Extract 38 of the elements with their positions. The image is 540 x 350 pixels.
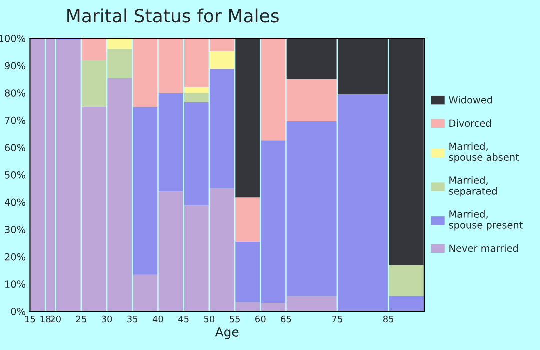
legend-label: Divorced — [450, 120, 492, 128]
bar — [82, 38, 106, 60]
legend-label: Married, spouse absent — [449, 142, 520, 163]
x-tick-label: 65 — [281, 316, 292, 323]
x-tick-label: 40 — [152, 316, 164, 323]
y-tick-label: 60% — [5, 144, 26, 152]
x-tick-label: 60 — [256, 316, 266, 323]
y-tick-label: 70% — [5, 116, 26, 124]
y-tick-label: 40% — [4, 198, 26, 206]
y-tick-label: 50% — [5, 171, 26, 179]
x-tick-label: 25 — [76, 316, 86, 323]
bar — [184, 87, 209, 94]
bar — [210, 51, 234, 70]
legend-label: Married, spouse present — [449, 210, 523, 231]
x-tick-label: 50 — [204, 316, 215, 323]
x-tick-label: 45 — [178, 316, 189, 323]
x-tick-label: 15 — [25, 316, 36, 323]
x-tick-label: 30 — [102, 316, 112, 323]
y-tick-label: 20% — [5, 253, 26, 261]
y-tick-label: 30% — [5, 226, 26, 234]
x-tick-label: 20 — [50, 316, 61, 323]
y-tick-label: 0% — [11, 308, 26, 316]
bar — [236, 198, 260, 242]
bar — [184, 93, 209, 102]
legend-label: Never married — [450, 244, 518, 252]
legend-label: Married, separated — [449, 176, 497, 197]
x-tick-label: 55 — [230, 316, 240, 323]
legend-label: Widowed — [449, 96, 492, 104]
y-tick-label: 80% — [5, 90, 26, 97]
chart-title: Marital Status for Males — [68, 8, 279, 23]
x-tick-label: 85 — [383, 316, 394, 323]
x-axis-title: Age — [215, 328, 239, 340]
y-tick-label: 90% — [5, 62, 26, 70]
y-tick-label: 10% — [6, 280, 26, 288]
bar — [108, 38, 132, 50]
x-tick-label: 75 — [332, 316, 342, 323]
x-tick-label: 18 — [40, 316, 51, 323]
x-tick-label: 35 — [128, 316, 138, 323]
